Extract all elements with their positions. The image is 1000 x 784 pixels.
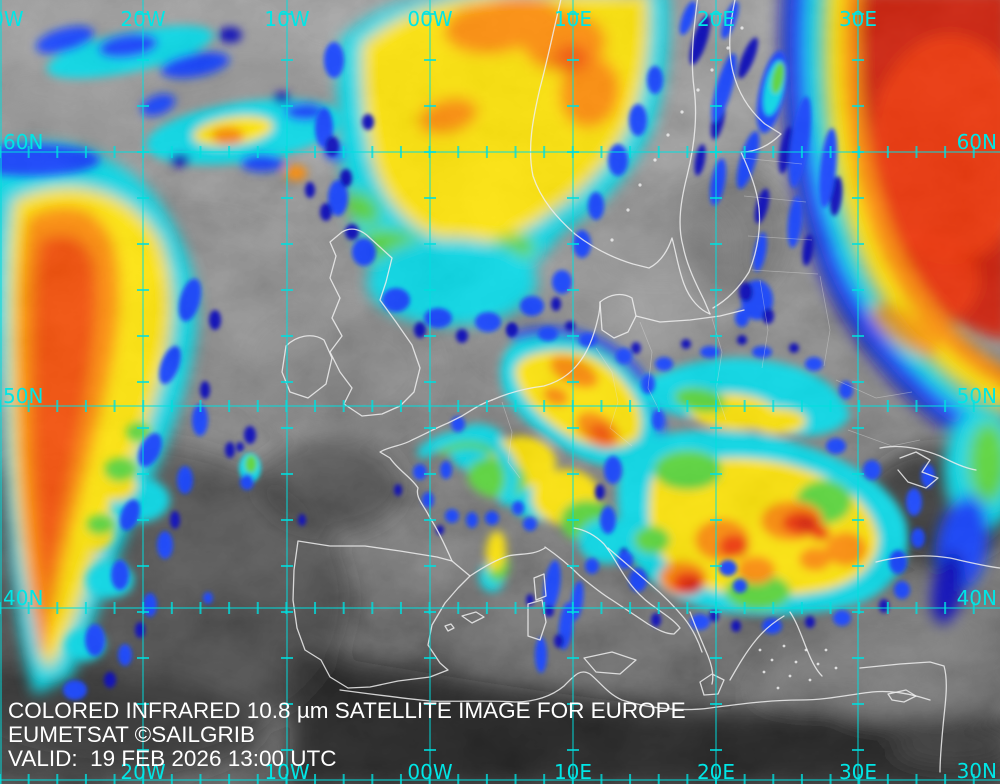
grid-labels: 30W 20W 10W 00W 10E 20E 30E 20W 10W 00W … [0, 7, 997, 784]
lat-label-50n-left: 50N [3, 384, 43, 408]
caption-attribution: EUMETSAT ©SAILGRIB [8, 722, 255, 747]
lon-label-10w-top: 10W [264, 7, 309, 31]
lat-label-40n-left: 40N [3, 586, 43, 610]
lon-label-10e-bottom: 10E [554, 760, 592, 784]
caption-valid-time: VALID: 19 FEB 2026 13:00 UTC [8, 746, 337, 771]
lat-label-40n-right: 40N [957, 586, 997, 610]
lon-label-20e-top: 20E [697, 7, 735, 31]
lat-label-60n-right: 60N [957, 130, 997, 154]
lon-label-30e-bottom: 30E [839, 760, 877, 784]
lon-label-20w-bottom: 20W [120, 760, 165, 784]
lon-label-10e-top: 10E [554, 7, 592, 31]
lon-label-00w-bottom: 00W [407, 760, 452, 784]
caption-block: COLORED INFRARED 10.8 µm SATELLITE IMAGE… [8, 698, 686, 771]
lon-label-20e-bottom: 20E [697, 760, 735, 784]
lat-label-30n-right: 30N [957, 759, 997, 783]
coastline-layer [281, 0, 1000, 773]
lon-label-30e-top: 30E [839, 7, 877, 31]
lon-label-10w-bottom: 10W [264, 760, 309, 784]
lon-label-00w-top: 00W [407, 7, 452, 31]
lat-label-60n-left: 60N [3, 130, 43, 154]
mountain-speckles [610, 26, 744, 242]
lon-label-20w-top: 20W [120, 7, 165, 31]
lat-label-50n-right: 50N [957, 384, 997, 408]
lon-label-30w-top: 30W [0, 7, 24, 31]
caption-title: COLORED INFRARED 10.8 µm SATELLITE IMAGE… [8, 698, 686, 723]
aegean-islands [758, 644, 838, 690]
